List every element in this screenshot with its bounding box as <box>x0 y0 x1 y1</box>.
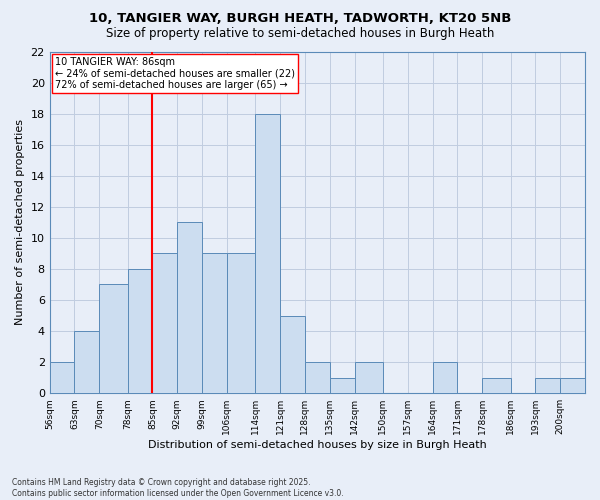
Text: 10 TANGIER WAY: 86sqm
← 24% of semi-detached houses are smaller (22)
72% of semi: 10 TANGIER WAY: 86sqm ← 24% of semi-deta… <box>55 56 295 90</box>
Bar <box>227 254 255 393</box>
Text: 10, TANGIER WAY, BURGH HEATH, TADWORTH, KT20 5NB: 10, TANGIER WAY, BURGH HEATH, TADWORTH, … <box>89 12 511 26</box>
Bar <box>433 362 457 393</box>
Bar <box>152 254 177 393</box>
Bar <box>50 362 74 393</box>
Y-axis label: Number of semi-detached properties: Number of semi-detached properties <box>15 120 25 326</box>
Bar <box>128 269 152 393</box>
Bar <box>202 254 227 393</box>
Bar <box>535 378 560 393</box>
Bar <box>255 114 280 393</box>
Text: Size of property relative to semi-detached houses in Burgh Heath: Size of property relative to semi-detach… <box>106 28 494 40</box>
Bar <box>560 378 585 393</box>
Bar <box>305 362 330 393</box>
Bar <box>355 362 383 393</box>
Bar <box>100 284 128 393</box>
Bar <box>482 378 511 393</box>
Bar <box>330 378 355 393</box>
Bar <box>177 222 202 393</box>
Bar <box>280 316 305 393</box>
Text: Contains HM Land Registry data © Crown copyright and database right 2025.
Contai: Contains HM Land Registry data © Crown c… <box>12 478 344 498</box>
X-axis label: Distribution of semi-detached houses by size in Burgh Heath: Distribution of semi-detached houses by … <box>148 440 487 450</box>
Bar <box>74 331 100 393</box>
